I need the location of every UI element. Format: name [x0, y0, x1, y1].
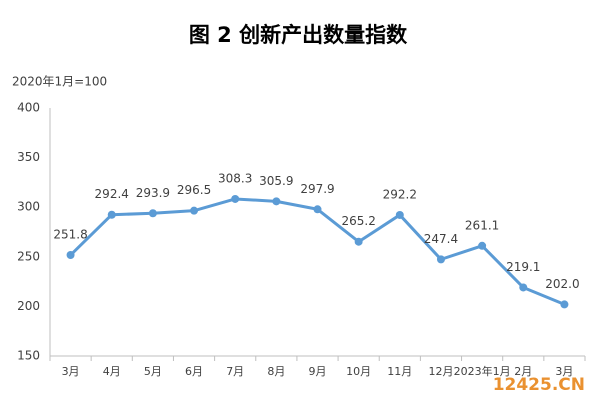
marker	[354, 237, 363, 246]
data-label: 219.1	[506, 260, 540, 274]
marker	[272, 197, 281, 206]
marker	[519, 283, 528, 292]
x-tick-label: 9月	[309, 365, 327, 378]
data-label: 265.2	[341, 214, 375, 228]
marker	[436, 255, 445, 264]
data-label: 296.5	[177, 183, 211, 197]
axis-note: 2020年1月=100	[12, 75, 107, 89]
data-label: 251.8	[53, 228, 87, 242]
y-tick-label: 400	[17, 101, 40, 115]
x-tick-label: 2023年1月	[454, 364, 511, 378]
marker	[190, 206, 199, 215]
x-tick-label: 11月	[387, 365, 412, 378]
data-label: 297.9	[300, 182, 334, 196]
data-label: 202.0	[545, 277, 579, 291]
x-tick-label: 4月	[103, 365, 121, 378]
data-label: 261.1	[465, 218, 499, 232]
line	[69, 197, 565, 306]
marker	[560, 300, 569, 309]
y-tick-label: 200	[17, 299, 40, 313]
marker	[231, 194, 240, 203]
data-label: 247.4	[424, 232, 458, 246]
marker	[107, 210, 116, 219]
chart-title: 图 2 创新产出数量指数	[189, 23, 408, 47]
x-tick-label: 12月	[428, 365, 453, 378]
data-label: 293.9	[136, 186, 170, 200]
x-tick-label: 6月	[185, 365, 203, 378]
y-tick-label: 150	[17, 349, 40, 363]
x-tick-label: 3月	[555, 365, 573, 378]
x-tick-label: 5月	[144, 365, 162, 378]
marker	[395, 210, 404, 219]
y-tick-label: 250	[17, 249, 40, 263]
data-label: 305.9	[259, 174, 293, 188]
y-tick-label: 350	[17, 150, 40, 164]
y-tick-label: 300	[17, 200, 40, 214]
marker	[66, 251, 75, 260]
x-tick-label: 2月	[514, 365, 532, 378]
x-tick-label: 8月	[267, 365, 285, 378]
data-label: 308.3	[218, 171, 252, 185]
x-tick-label: 3月	[62, 365, 80, 378]
marker	[148, 209, 157, 218]
data-label: 292.4	[95, 187, 129, 201]
x-tick-label: 7月	[226, 365, 244, 378]
watermark: 12425.CN	[493, 375, 585, 395]
marker	[478, 241, 487, 250]
marker	[313, 205, 322, 214]
x-tick-label: 10月	[346, 365, 371, 378]
data-label: 292.2	[383, 187, 417, 201]
